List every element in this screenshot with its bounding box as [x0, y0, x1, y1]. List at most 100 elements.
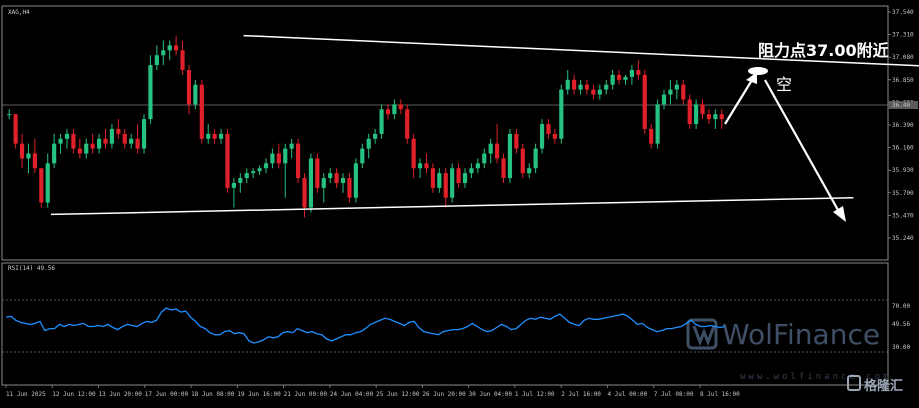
candle-body: [103, 138, 108, 144]
candle-body: [411, 138, 416, 169]
candle-body: [315, 158, 320, 188]
candle-body: [501, 158, 506, 179]
candle-body: [90, 143, 95, 149]
candle-body: [206, 133, 211, 139]
candle-body: [13, 114, 18, 144]
price-tick-label: 36.390: [892, 122, 914, 129]
price-tick-label: 37.540: [892, 9, 914, 16]
price-axis: 37.54037.31037.08036.85036.62036.39036.1…: [888, 9, 918, 242]
candle-body: [64, 133, 70, 139]
candle-body: [700, 104, 705, 115]
candle-body: [674, 84, 679, 90]
candle-body: [174, 45, 179, 51]
candle-body: [167, 45, 172, 51]
candle-body: [270, 153, 275, 164]
candle-body: [713, 114, 718, 120]
candle-body: [161, 50, 166, 56]
candle-body: [636, 69, 641, 75]
candle-body: [706, 114, 712, 120]
candle-body: [116, 128, 121, 134]
candle-body: [148, 65, 153, 120]
wolfinance-logo-icon: [686, 318, 718, 350]
candle-body: [366, 138, 371, 149]
candle-body: [231, 182, 236, 188]
candle-body: [289, 143, 294, 149]
candle-body: [565, 79, 570, 90]
candle-body: [321, 178, 326, 188]
time-tick-label: 30 Jun 04:00: [469, 391, 513, 398]
current-price-tag: [888, 101, 918, 109]
time-tick-label: 8 Jul 16:00: [700, 391, 740, 398]
price-tick-label: 35.700: [892, 190, 914, 197]
candle-body: [154, 55, 159, 66]
rsi-panel-frame: [1, 262, 889, 386]
candle-body: [199, 84, 204, 139]
candle-body: [462, 173, 468, 183]
candle-body: [527, 168, 532, 174]
candle-body: [45, 163, 50, 203]
candle-body: [77, 148, 82, 154]
trendline-upper: [243, 34, 919, 67]
symbol-label: XAG,H4: [8, 9, 30, 16]
candle-body: [552, 133, 557, 139]
rsi-axis: 70.00 30.00 49.56: [892, 303, 910, 351]
projection-arrows: [724, 67, 846, 222]
candle-body: [334, 173, 339, 183]
candle-body: [129, 138, 134, 144]
time-tick-label: 13 Jun 20:00: [99, 391, 143, 398]
candle-body: [360, 148, 365, 164]
rsi-level-label: 70.00: [892, 303, 910, 310]
candle-body: [7, 114, 12, 116]
candle-body: [687, 99, 692, 125]
candle-body: [572, 79, 577, 90]
price-tick-label: 35.930: [892, 167, 914, 174]
price-tick-label: 35.470: [892, 212, 914, 219]
candle-body: [456, 168, 461, 183]
candle-body: [604, 84, 609, 90]
candle-body: [122, 133, 127, 144]
candle-body: [424, 163, 429, 169]
candle-body: [109, 128, 115, 144]
candle-body: [296, 143, 301, 179]
rsi-level-label: 30.00: [892, 344, 910, 351]
time-tick-label: 18 Jun 08:00: [191, 391, 235, 398]
watermark-url: www.wolfinance.com: [740, 372, 892, 382]
candle-body: [629, 69, 635, 77]
candle-body: [379, 109, 384, 134]
watermark-brand: WolFinance: [722, 318, 880, 351]
candle-body: [591, 89, 596, 95]
candle-body: [340, 178, 346, 183]
time-tick-label: 2 Jul 16:00: [561, 391, 601, 398]
time-tick-label: 21 Jun 00:00: [284, 391, 328, 398]
candle-body: [514, 133, 519, 149]
candles: [7, 35, 724, 218]
candle-body: [597, 89, 602, 95]
up-arrow-line: [724, 79, 753, 125]
candle-body: [661, 94, 667, 105]
short-note: 空: [776, 75, 792, 94]
time-tick-label: 25 Jun 12:00: [376, 391, 420, 398]
time-tick-label: 24 Jun 04:00: [330, 391, 374, 398]
rsi-current-label: 49.56: [892, 321, 910, 328]
candle-body: [225, 133, 230, 188]
candle-body: [469, 168, 474, 174]
candle-body: [488, 143, 493, 154]
candle-body: [71, 133, 76, 149]
candle-body: [212, 133, 217, 139]
resistance-note: 阻力点37.00附近: [758, 41, 889, 60]
candle-body: [398, 104, 403, 110]
candle-body: [392, 104, 397, 115]
candle-body: [308, 158, 314, 208]
candle-body: [623, 76, 628, 80]
candle-body: [385, 109, 391, 115]
candle-body: [251, 171, 256, 174]
candle-body: [218, 133, 224, 139]
down-arrow-head-icon: [833, 206, 846, 222]
time-tick-label: 4 Jul 00:00: [607, 391, 647, 398]
up-arrow-head-icon: [746, 72, 757, 84]
candle-body: [559, 89, 564, 139]
candle-body: [135, 138, 140, 149]
candle-body: [84, 143, 89, 154]
corner-brand-label: 格隆汇: [864, 378, 903, 394]
